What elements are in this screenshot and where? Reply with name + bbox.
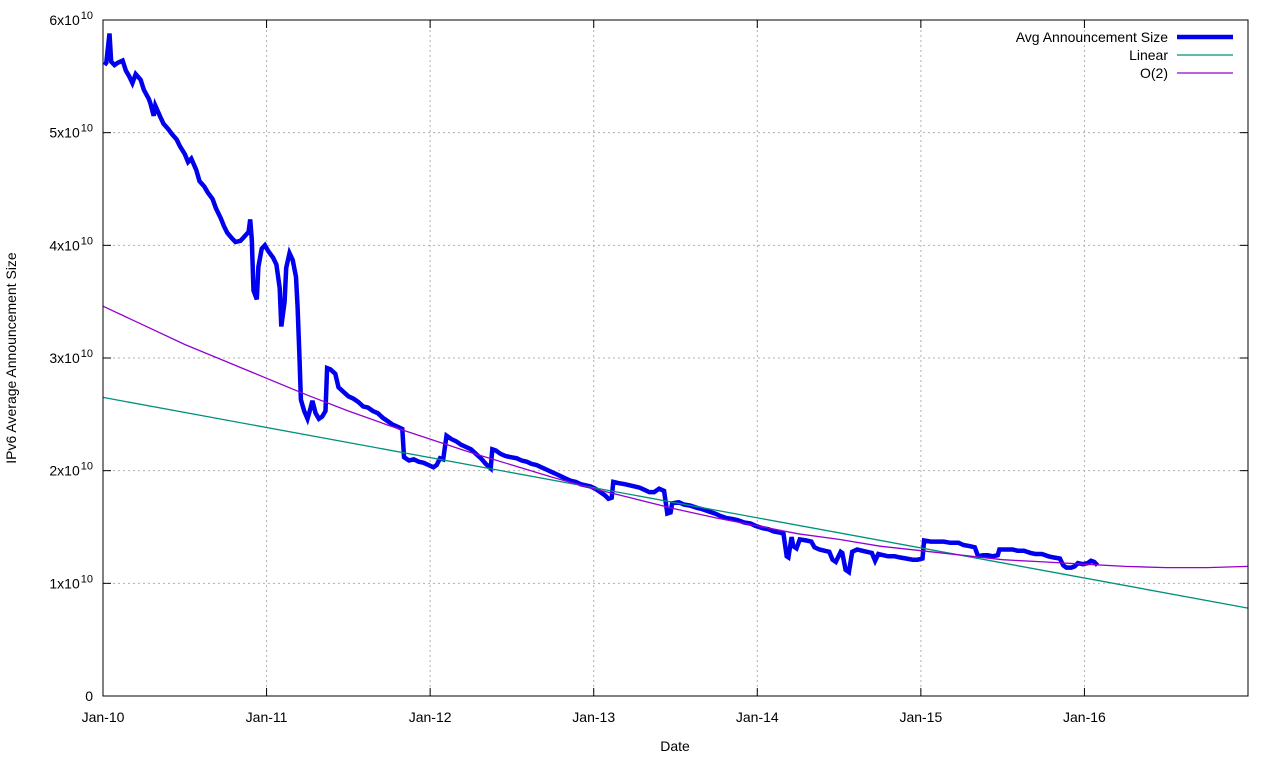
y-tick-label: 1x1010: [49, 573, 93, 591]
y-tick-label: 5x1010: [49, 123, 93, 141]
x-tick-label: Jan-15: [899, 709, 942, 725]
series-o-2-: [102, 305, 1249, 569]
x-tick-label: Jan-11: [246, 709, 288, 725]
y-tick-label: 2x1010: [49, 461, 93, 479]
series-avg-announcement-size: [102, 33, 1100, 576]
legend-label: Avg Announcement Size: [1016, 29, 1169, 45]
series-linear: [102, 396, 1249, 609]
y-axis-title: IPv6 Average Announcement Size: [3, 252, 19, 464]
legend-label: O(2): [1140, 65, 1168, 81]
x-tick-label: Jan-10: [82, 709, 125, 725]
x-axis-title: Date: [660, 738, 690, 754]
legend-label: Linear: [1129, 47, 1168, 63]
y-tick-label: 4x1010: [49, 235, 93, 253]
y-tick-label: 6x1010: [49, 10, 93, 28]
x-tick-label: Jan-14: [736, 709, 779, 725]
x-tick-label: Jan-12: [409, 709, 452, 725]
y-tick-label: 0: [85, 688, 93, 704]
y-tick-label: 3x1010: [49, 348, 93, 366]
x-tick-label: Jan-13: [572, 709, 615, 725]
x-tick-label: Jan-16: [1063, 709, 1106, 725]
